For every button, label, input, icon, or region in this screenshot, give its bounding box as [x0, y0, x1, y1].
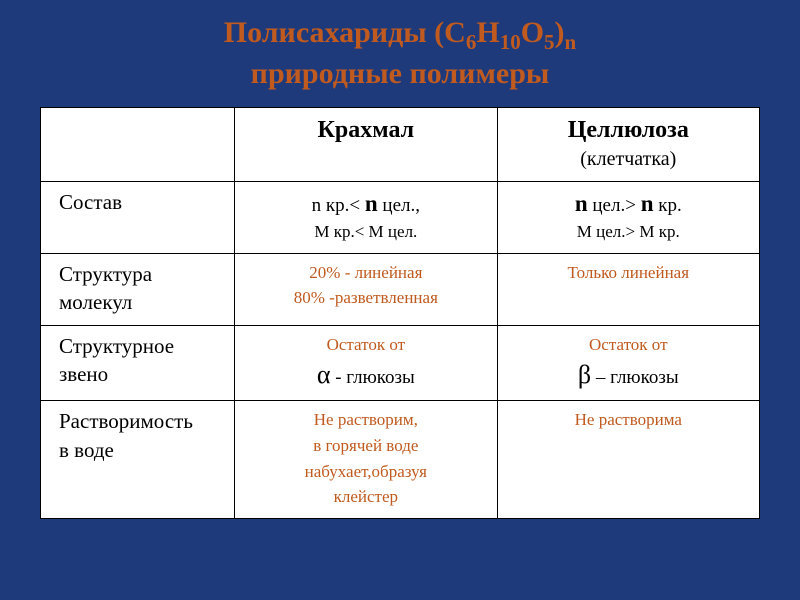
title-sub-1: 6: [466, 30, 477, 54]
title-text-2: Н: [476, 16, 499, 49]
row-solubility-starch: Не растворим, в горячей воде набухает,об…: [235, 401, 497, 519]
row-composition-cellulose: n цел.> n кр. М цел.> М кр.: [497, 182, 759, 254]
table-row: Структура молекул 20% - линейная 80% -ра…: [41, 253, 760, 325]
unit-cell-l1: Остаток от: [589, 335, 667, 354]
row-solubility-cellulose: Не растворима: [497, 401, 759, 519]
title-sub-2: 10: [500, 30, 521, 54]
table-row: Растворимость в воде Не растворим, в гор…: [41, 401, 760, 519]
comp-cell-l1c: n: [641, 191, 654, 216]
unit-starch-rest: - глюкозы: [330, 367, 414, 388]
title-sub-3: 5: [544, 30, 555, 54]
unit-starch-l1: Остаток от: [327, 335, 405, 354]
header-starch-label: Крахмал: [318, 117, 415, 143]
row-composition-label: Состав: [41, 182, 235, 254]
row-unit-starch: Остаток от α - глюкозы: [235, 325, 497, 401]
table-row: Структурное звено Остаток от α - глюкозы…: [41, 325, 760, 401]
title-text-3: О: [521, 16, 544, 49]
comp-cell-l1a: n: [575, 191, 588, 216]
header-starch: Крахмал: [235, 107, 497, 181]
slide-title: Полисахариды (С6Н10О5)n природные полиме…: [40, 14, 760, 93]
struct-starch-l2: 80% -разветвленная: [294, 288, 438, 307]
row-structure-label: Структура молекул: [41, 253, 235, 325]
row-composition-starch: n кр.< n цел., М кр.< М цел.: [235, 182, 497, 254]
row-structure-cellulose: Только линейная: [497, 253, 759, 325]
unit-cell-greek: β: [578, 360, 591, 389]
sol-starch-l2: в горячей воде: [313, 436, 418, 455]
unit-cell-rest: – глюкозы: [591, 367, 679, 388]
unit-starch-greek: α: [317, 360, 331, 389]
title-sub-4: n: [565, 30, 577, 54]
slide: Полисахариды (С6Н10О5)n природные полиме…: [0, 0, 800, 600]
comp-cell-l1b: цел.>: [588, 195, 641, 216]
header-cellulose-label: Целлюлоза: [568, 117, 689, 143]
row-unit-label: Структурное звено: [41, 325, 235, 401]
comp-starch-l1c: цел.,: [378, 195, 420, 216]
sol-label-l1: Растворимость: [59, 409, 193, 433]
comp-starch-l1a: n кр.<: [312, 195, 365, 216]
row-solubility-label: Растворимость в воде: [41, 401, 235, 519]
table-row: Состав n кр.< n цел., М кр.< М цел. n це…: [41, 182, 760, 254]
sol-starch-l4: клейстер: [334, 487, 398, 506]
header-cellulose-sub: (клетчатка): [508, 146, 749, 173]
comp-starch-l2: М кр.< М цел.: [314, 222, 417, 241]
header-cellulose: Целлюлоза (клетчатка): [497, 107, 759, 181]
struct-starch-l1: 20% - линейная: [309, 263, 422, 282]
title-text-4: ): [555, 16, 565, 49]
comp-cell-l1d: кр.: [653, 195, 681, 216]
comp-cell-l2: М цел.> М кр.: [577, 222, 680, 241]
title-text-1: Полисахариды (С: [224, 16, 466, 49]
struct-cell: Только линейная: [567, 263, 689, 282]
comparison-table: Крахмал Целлюлоза (клетчатка) Состав n к…: [40, 107, 760, 519]
sol-label-l2: в воде: [59, 438, 114, 462]
sol-starch-l1: Не растворим,: [314, 410, 418, 429]
title-line2: природные полимеры: [251, 57, 550, 90]
comp-starch-l1b: n: [365, 191, 378, 216]
row-unit-cellulose: Остаток от β – глюкозы: [497, 325, 759, 401]
header-empty: [41, 107, 235, 181]
table-row: Крахмал Целлюлоза (клетчатка): [41, 107, 760, 181]
sol-starch-l3: набухает,образуя: [305, 462, 427, 481]
sol-cell: Не растворима: [575, 410, 682, 429]
row-structure-starch: 20% - линейная 80% -разветвленная: [235, 253, 497, 325]
